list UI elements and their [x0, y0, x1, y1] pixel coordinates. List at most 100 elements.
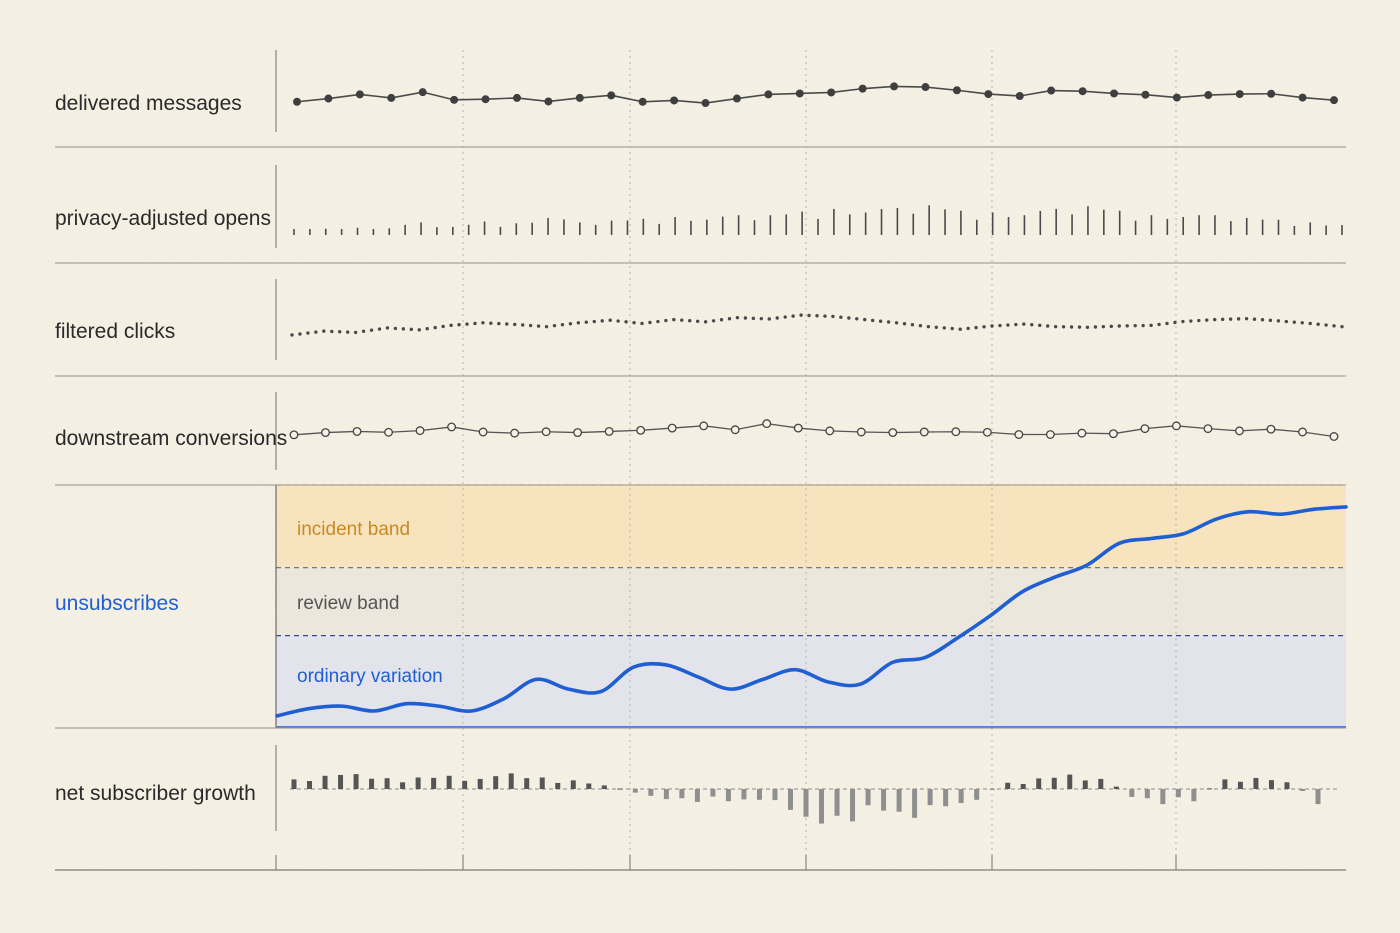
- downstream-conversions-line: [293, 422, 1335, 438]
- filtered-clicks-dot: [528, 323, 533, 328]
- net-subscriber-growth-bar: [834, 789, 840, 816]
- filtered-clicks-dot: [831, 314, 835, 319]
- delivered-messages-point: [952, 86, 961, 95]
- row-label-privacy-adjusted-opens: privacy-adjusted opens: [55, 207, 271, 230]
- filtered-clicks-dot: [950, 326, 954, 331]
- filtered-clicks-dot: [1292, 320, 1296, 324]
- downstream-conversions-point: [321, 428, 330, 438]
- downstream-conversions-point: [1171, 421, 1181, 431]
- row-label-delivered-messages: delivered messages: [55, 92, 242, 115]
- delivered-messages-point: [1141, 90, 1150, 99]
- delivered-messages-point: [450, 95, 459, 104]
- net-subscriber-growth-bar: [1144, 789, 1150, 799]
- net-subscriber-growth-bar: [896, 789, 902, 812]
- net-subscriber-growth-bar: [850, 789, 856, 822]
- net-subscriber-growth-bar: [539, 777, 545, 789]
- downstream-conversions-point: [604, 426, 614, 436]
- delivered-messages-point: [701, 99, 710, 108]
- filtered-clicks-dot: [330, 329, 334, 334]
- filtered-clicks-dot: [886, 320, 891, 324]
- row-label-unsubscribes: unsubscribes: [55, 592, 179, 615]
- filtered-clicks-dot: [855, 317, 859, 321]
- downstream-conversions-point: [951, 427, 961, 437]
- filtered-clicks-dot: [1300, 321, 1304, 325]
- filtered-clicks-dot: [425, 327, 429, 331]
- downstream-conversions-point: [730, 425, 740, 435]
- delivered-messages-point: [858, 84, 867, 93]
- filtered-clicks-dot: [894, 321, 899, 325]
- filtered-clicks-dot: [1141, 323, 1145, 328]
- net-subscriber-growth-bar: [1160, 789, 1166, 805]
- delivered-messages-point: [355, 90, 364, 99]
- filtered-clicks-dot: [863, 317, 867, 322]
- delivered-messages-point: [890, 82, 899, 91]
- net-subscriber-growth-bar: [369, 778, 375, 789]
- filtered-clicks-dot: [433, 325, 437, 330]
- filtered-clicks-dot: [369, 328, 374, 332]
- net-subscriber-growth-bar: [787, 789, 793, 810]
- filtered-clicks-dot: [1205, 318, 1209, 322]
- delivered-messages-point: [1204, 91, 1213, 100]
- filtered-clicks-dot: [1014, 322, 1018, 327]
- delivered-messages-point: [418, 88, 427, 97]
- net-subscriber-growth-bar: [1253, 777, 1259, 789]
- net-subscriber-growth-bar: [632, 789, 638, 793]
- filtered-clicks-dot: [1252, 317, 1257, 321]
- downstream-conversions-point: [793, 423, 803, 433]
- delivered-messages-line: [296, 85, 1335, 104]
- filtered-clicks-dot: [775, 316, 779, 320]
- filtered-clicks-dot: [632, 320, 636, 325]
- filtered-clicks-dot: [878, 319, 883, 323]
- net-subscriber-growth-bar: [756, 789, 762, 800]
- downstream-conversions-point: [825, 426, 835, 436]
- downstream-conversions-point: [1014, 430, 1024, 439]
- filtered-clicks-dot: [497, 321, 501, 326]
- filtered-clicks-dot: [1189, 319, 1193, 323]
- net-subscriber-growth-bar: [694, 789, 700, 802]
- net-subscriber-growth-bar: [1299, 789, 1305, 792]
- net-subscriber-growth-bar: [1315, 789, 1321, 805]
- net-subscriber-growth-bar: [881, 789, 887, 811]
- net-subscriber-growth-bar: [1206, 788, 1212, 790]
- net-subscriber-growth-bar: [819, 789, 825, 824]
- net-subscriber-growth-bar: [1175, 789, 1181, 798]
- delivered-messages-point: [1015, 92, 1024, 100]
- filtered-clicks-dot: [656, 319, 660, 324]
- delivered-messages-point: [607, 91, 616, 100]
- filtered-clicks-dot: [1030, 323, 1034, 327]
- filtered-clicks-dot: [441, 324, 445, 329]
- filtered-clicks-dot: [361, 329, 366, 333]
- net-subscriber-growth-bar: [989, 789, 995, 790]
- filtered-clicks-dot: [703, 320, 708, 324]
- band-label-incident-band: incident band: [297, 519, 410, 540]
- filtered-clicks-dot: [1316, 322, 1320, 326]
- filtered-clicks-dot: [513, 322, 517, 327]
- row-labels: ordinary variation review band incident ba…: [55, 92, 443, 805]
- downstream-conversions-point: [478, 427, 488, 437]
- downstream-conversions-point: [856, 427, 866, 437]
- downstream-conversions-point: [1077, 428, 1087, 438]
- filtered-clicks-dot: [568, 322, 573, 326]
- net-subscriber-growth-bar: [725, 789, 731, 802]
- filtered-clicks-dot: [688, 319, 692, 323]
- downstream-conversions-point: [384, 427, 393, 437]
- filtered-clicks-dot: [584, 320, 589, 324]
- filtered-clicks-dot: [481, 321, 485, 325]
- filtered-clicks-dot: [1038, 323, 1042, 328]
- net-subscriber-growth-bar: [958, 789, 964, 804]
- data-marks: [275, 82, 1348, 824]
- downstream-conversions-point: [1329, 432, 1339, 441]
- net-subscriber-growth-bar: [648, 789, 654, 796]
- filtered-clicks-dot: [735, 315, 740, 320]
- delivered-messages-point: [512, 93, 521, 102]
- filtered-clicks-dot: [1077, 325, 1082, 329]
- filtered-clicks-dot: [409, 327, 414, 332]
- downstream-conversions-point: [1235, 426, 1244, 436]
- filtered-clicks-dot: [648, 320, 652, 325]
- filtered-clicks-dot: [536, 324, 541, 328]
- net-subscriber-growth-bar: [1191, 789, 1197, 802]
- filtered-clicks-dot: [839, 315, 843, 319]
- net-subscriber-growth-bar: [1222, 779, 1228, 789]
- row-label-net-subscriber-growth: net subscriber growth: [55, 782, 256, 805]
